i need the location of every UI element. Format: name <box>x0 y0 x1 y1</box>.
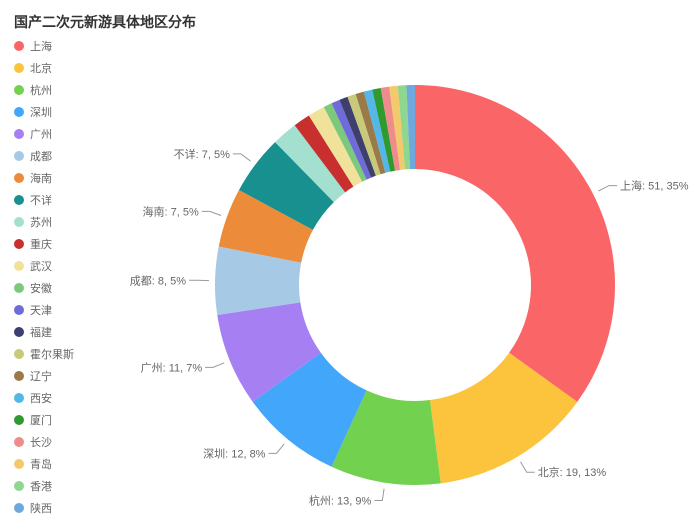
leader-line <box>374 489 384 501</box>
slice-label: 成都: 8, 5% <box>130 274 186 287</box>
slice-label: 上海: 51, 35% <box>620 179 689 193</box>
leader-line <box>233 154 251 161</box>
slice-label: 广州: 11, 7% <box>141 361 203 374</box>
pie-slice <box>415 85 615 402</box>
donut-chart: 上海: 51, 35% 北京: 19, 13% 杭州: 13, 9% 深圳: 12, … <box>0 0 700 530</box>
slice-label: 海南: 7, 5% <box>143 204 199 218</box>
chart-container: 国产二次元新游具体地区分布 上海北京杭州深圳广州成都海南不详苏州重庆武汉安徽天津… <box>0 0 700 530</box>
leader-line <box>268 444 284 453</box>
leader-line <box>202 211 221 215</box>
slice-label: 不详: 7, 5% <box>174 147 230 161</box>
leader-line <box>598 186 617 191</box>
slice-label: 深圳: 12, 8% <box>203 447 266 460</box>
slice-label: 北京: 19, 13% <box>538 465 607 479</box>
leader-line <box>521 462 535 472</box>
slice-label: 杭州: 13, 9% <box>309 494 372 508</box>
leader-line <box>205 363 224 368</box>
